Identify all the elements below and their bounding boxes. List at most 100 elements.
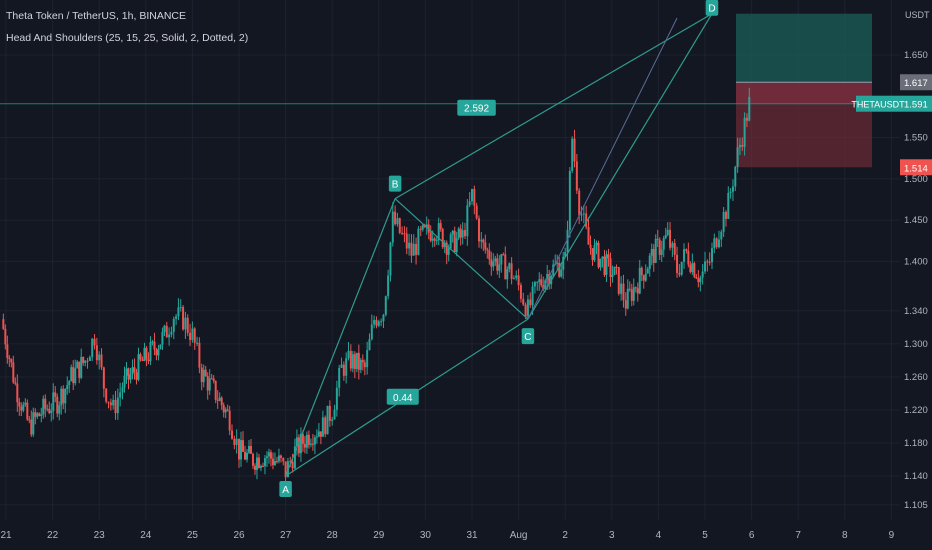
candle-body[interactable] (595, 242, 598, 246)
candle-body[interactable] (601, 256, 604, 259)
candle-body[interactable] (687, 250, 690, 265)
candle-body[interactable] (475, 205, 478, 219)
candle-body[interactable] (389, 242, 392, 276)
candle-body[interactable] (347, 350, 350, 359)
interval-label[interactable]: 1h (121, 10, 134, 22)
candle-body[interactable] (734, 166, 737, 187)
stop-zone[interactable] (736, 103, 872, 168)
candle-body[interactable] (526, 299, 529, 317)
candle-body[interactable] (198, 342, 201, 368)
candle-body[interactable] (328, 405, 331, 421)
candle-body[interactable] (642, 275, 645, 281)
candle-body[interactable] (419, 228, 422, 230)
candle-body[interactable] (410, 242, 413, 256)
candle-body[interactable] (504, 254, 507, 280)
candle-body[interactable] (202, 369, 205, 383)
candle-body[interactable] (26, 402, 29, 420)
candle-body[interactable] (70, 367, 73, 382)
entry-zone[interactable] (736, 82, 872, 104)
candle-body[interactable] (239, 440, 242, 460)
candle-body[interactable] (468, 201, 471, 206)
candle-body[interactable] (127, 368, 130, 380)
candle-body[interactable] (145, 347, 148, 360)
candle-body[interactable] (644, 273, 647, 281)
candle-body[interactable] (263, 458, 266, 467)
candle-body[interactable] (715, 238, 718, 248)
candle-body[interactable] (736, 147, 739, 167)
candle-body[interactable] (204, 369, 207, 376)
candle-body[interactable] (622, 283, 625, 301)
candle-body[interactable] (613, 266, 616, 275)
candle-body[interactable] (149, 342, 152, 362)
candle-body[interactable] (443, 242, 446, 248)
candle-body[interactable] (143, 347, 146, 361)
candle-body[interactable] (363, 362, 366, 368)
candle-body[interactable] (560, 269, 563, 277)
candle-body[interactable] (129, 374, 132, 380)
candle-body[interactable] (161, 332, 164, 345)
candle-body[interactable] (664, 234, 667, 239)
candle-body[interactable] (66, 385, 69, 390)
candle-body[interactable] (599, 258, 602, 268)
candle-body[interactable] (32, 412, 35, 435)
candle-body[interactable] (206, 375, 209, 391)
candle-body[interactable] (222, 404, 225, 413)
candle-body[interactable] (255, 457, 258, 470)
candle-body[interactable] (14, 382, 17, 384)
candle-body[interactable] (408, 242, 411, 249)
candle-body[interactable] (403, 233, 406, 235)
candle-body[interactable] (617, 267, 620, 294)
candle-body[interactable] (691, 263, 694, 273)
candle-body[interactable] (182, 307, 185, 330)
candle-body[interactable] (155, 349, 158, 356)
candle-body[interactable] (241, 440, 244, 452)
candle-body[interactable] (433, 238, 436, 241)
candle-body[interactable] (656, 238, 659, 240)
candle-body[interactable] (461, 230, 464, 238)
candle-body[interactable] (457, 228, 460, 239)
candle-body[interactable] (56, 396, 59, 414)
candle-body[interactable] (693, 263, 696, 277)
candle-body[interactable] (231, 430, 234, 439)
candle-body[interactable] (321, 417, 324, 437)
candle-body[interactable] (720, 231, 723, 240)
candle-body[interactable] (591, 248, 594, 261)
candle-body[interactable] (710, 248, 713, 263)
candle-body[interactable] (398, 218, 401, 233)
candle-body[interactable] (531, 286, 534, 306)
candle-body[interactable] (42, 398, 45, 415)
candle-body[interactable] (305, 434, 308, 448)
candle-body[interactable] (30, 419, 33, 435)
candle-body[interactable] (496, 258, 499, 271)
candle-body[interactable] (517, 275, 520, 286)
candle-body[interactable] (597, 242, 600, 268)
candle-body[interactable] (706, 261, 709, 263)
candle-body[interactable] (228, 410, 231, 431)
candle-body[interactable] (603, 256, 606, 275)
candle-body[interactable] (62, 388, 65, 404)
candle-body[interactable] (727, 192, 730, 219)
candle-body[interactable] (36, 413, 39, 417)
candle-body[interactable] (582, 213, 585, 215)
candle-body[interactable] (738, 144, 741, 148)
candle-body[interactable] (512, 278, 515, 280)
candle-body[interactable] (368, 339, 371, 351)
candle-body[interactable] (303, 443, 306, 448)
candle-body[interactable] (74, 368, 77, 384)
candle-body[interactable] (522, 298, 525, 305)
candle-body[interactable] (533, 282, 536, 287)
candle-body[interactable] (519, 285, 522, 299)
candle-body[interactable] (540, 279, 543, 286)
candle-body[interactable] (615, 266, 618, 268)
candle-body[interactable] (125, 368, 128, 376)
candle-body[interactable] (729, 191, 732, 193)
target-zone[interactable] (736, 13, 872, 83)
candle-body[interactable] (673, 243, 676, 255)
candle-body[interactable] (676, 254, 679, 273)
candle-body[interactable] (233, 438, 236, 445)
candle-body[interactable] (492, 261, 495, 267)
candle-body[interactable] (60, 388, 63, 406)
candle-body[interactable] (119, 392, 122, 398)
candle-body[interactable] (218, 397, 221, 401)
candle-body[interactable] (273, 461, 276, 465)
